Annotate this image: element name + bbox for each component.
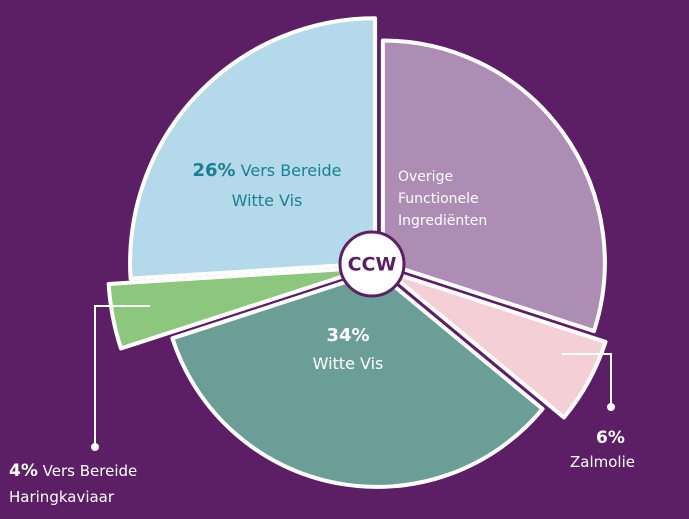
value-label: 6% (596, 428, 625, 448)
slice-label: 34% Witte Vis (268, 322, 428, 378)
category: Witte Vis (312, 354, 384, 373)
pie-slice (380, 38, 607, 334)
value-label: 34% (326, 325, 370, 346)
pie-slice (170, 269, 545, 489)
slice-label: 4% Vers Bereide Haringkaviaar (9, 458, 194, 510)
center-label: CCW (348, 254, 397, 276)
pie-slice (384, 268, 608, 420)
leader-line (562, 353, 612, 407)
category: Vers Bereide Haringkaviaar (9, 462, 138, 506)
category: Zalmolie (570, 453, 635, 471)
slice-label: Overige Functionele Ingrediënten (398, 166, 510, 232)
category: Vers Bereide Witte Vis (231, 161, 342, 210)
leader-dot (607, 403, 615, 411)
leader-dot (91, 443, 99, 451)
value-label: 4% (9, 461, 38, 481)
category: Overige Functionele Ingrediënten (398, 169, 488, 229)
leader-line (94, 305, 150, 447)
pie-slice (128, 16, 378, 281)
pie-slice (106, 265, 373, 351)
center-circle (338, 230, 406, 298)
value-label: 26% (192, 160, 236, 181)
slice-label: 6% Zalmolie (570, 426, 689, 474)
slice-label: 26% Vers Bereide Witte Vis (172, 156, 362, 216)
